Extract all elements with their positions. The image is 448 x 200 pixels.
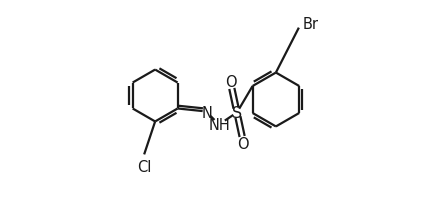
Text: NH: NH (208, 117, 230, 132)
Text: Br: Br (303, 17, 319, 32)
Text: O: O (237, 136, 249, 151)
Text: O: O (225, 75, 237, 90)
Text: S: S (232, 105, 242, 120)
Text: N: N (202, 105, 212, 120)
Text: Cl: Cl (137, 160, 151, 175)
